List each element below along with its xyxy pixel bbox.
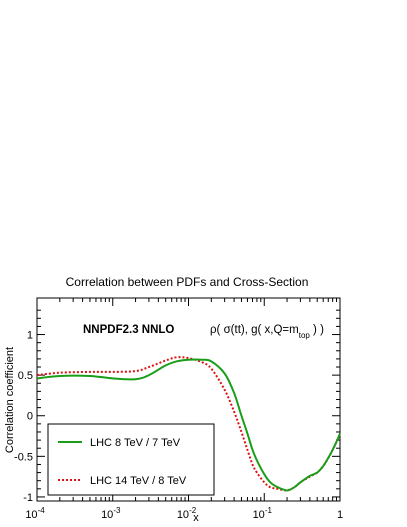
series-layer (36, 356, 341, 492)
y-axis-label: Correlation coefficient (4, 347, 16, 453)
x-tick-label: 10-1 (253, 506, 273, 521)
x-axis-label: x (193, 512, 199, 524)
y-tick-label: -1 (23, 492, 33, 504)
series-lhc-14-8 (36, 356, 341, 492)
x-tick-label: 10-3 (101, 506, 121, 521)
x-tick-label: 10-4 (25, 506, 45, 521)
chart-title: Correlation between PDFs and Cross-Secti… (66, 275, 309, 289)
y-axis-ticks: 1 0.5 0 -0.5 -1 (14, 309, 340, 504)
legend: LHC 8 TeV / 7 TeV LHC 14 TeV / 8 TeV (47, 423, 215, 496)
y-tick-label: 0.5 (18, 370, 33, 382)
y-tick-label: 0 (27, 411, 33, 423)
y-tick-label: 1 (27, 330, 33, 342)
series-lhc-8-7 (36, 358, 341, 492)
annotation-rho: ρ( σ(tt), g( x,Q=mtop ) ) (210, 324, 324, 340)
x-tick-label: 1 (337, 509, 343, 521)
y-tick-label: -0.5 (14, 451, 33, 463)
x-tick-label: 10-2 (177, 506, 197, 521)
legend-label-14-8: LHC 14 TeV / 8 TeV (90, 475, 187, 487)
annotation-nnpdf: NNPDF2.3 NNLO (83, 324, 174, 336)
legend-label-8-7: LHC 8 TeV / 7 TeV (90, 437, 181, 449)
x-axis-ticks: 10-4 10-3 10-2 10-1 1 (25, 298, 343, 521)
legend-box (47, 423, 215, 496)
